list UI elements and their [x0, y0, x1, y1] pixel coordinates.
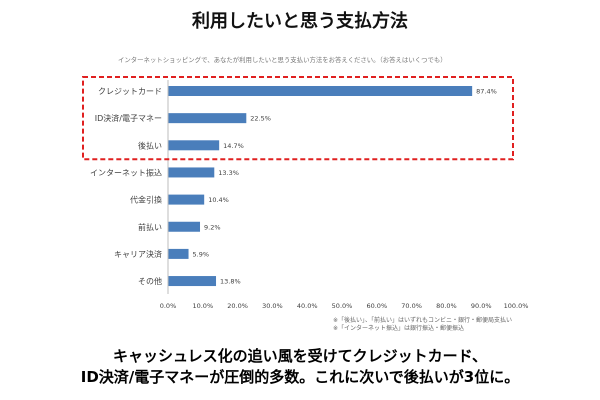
bar	[168, 194, 205, 205]
x-tick-label: 0.0%	[160, 302, 177, 310]
x-tick-label: 10.0%	[192, 302, 213, 310]
bar	[168, 221, 201, 232]
conclusion-text: キャッシュレス化の追い風を受けてクレジットカード、	[113, 347, 487, 365]
x-tick-label: 100.0%	[504, 302, 529, 310]
plot-area: クレジットカード 87.4% ID決済/電子マネー 22.5% 後払い 14.7% インター…	[90, 86, 528, 310]
x-tick-label: 20.0%	[227, 302, 248, 310]
bar	[168, 276, 217, 287]
x-tick-label: 70.0%	[401, 302, 422, 310]
data-label: 9.2%	[204, 223, 221, 231]
data-label: 14.7%	[223, 142, 244, 150]
data-label: 10.4%	[208, 196, 229, 204]
category-label: その他	[138, 276, 162, 286]
x-tick-label: 60.0%	[366, 302, 387, 310]
category-label: 前払い	[138, 222, 162, 232]
category-label: キャリア決済	[114, 249, 162, 259]
conclusion-text: ID決済/電子マネーが圧倒的多数。これに次いで後払いが3位に。	[81, 368, 520, 386]
data-label: 13.3%	[218, 169, 239, 177]
category-label: ID決済/電子マネー	[95, 113, 162, 123]
bar	[168, 167, 215, 178]
data-label: 22.5%	[250, 115, 271, 123]
chart-title: 利用したいと思う支払方法	[192, 10, 408, 32]
x-tick-label: 80.0%	[436, 302, 457, 310]
x-tick-label: 30.0%	[262, 302, 283, 310]
category-label: インターネット振込	[90, 167, 162, 177]
footnote: ※「インターネット振込」は銀行振込・郵便振込	[333, 324, 464, 332]
x-tick-label: 40.0%	[297, 302, 318, 310]
category-label: 代金引換	[130, 195, 162, 205]
chart-subtitle: インターネットショッピングで、あなたが利用したいと思う支払い方法をお答えください…	[118, 55, 447, 64]
bar	[168, 248, 189, 259]
data-label: 5.9%	[193, 250, 210, 258]
data-label: 13.8%	[220, 278, 241, 286]
data-label: 87.4%	[476, 88, 497, 96]
x-tick-label: 90.0%	[471, 302, 492, 310]
category-label: 後払い	[138, 140, 162, 150]
bar	[168, 140, 220, 151]
bar	[168, 113, 247, 124]
bar	[168, 86, 473, 96]
category-label: クレジットカード	[98, 87, 162, 96]
footnote: ※「後払い」、「前払い」はいずれもコンビニ・銀行・郵便局支払い	[333, 316, 512, 324]
x-tick-label: 50.0%	[332, 302, 353, 310]
